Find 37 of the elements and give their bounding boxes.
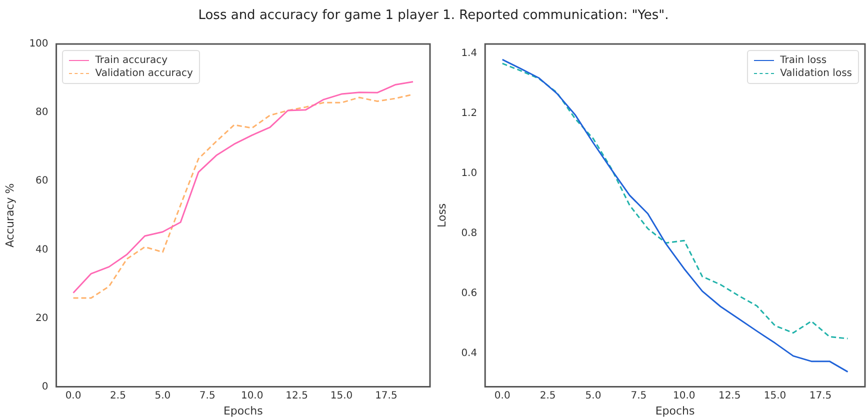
x-tick-label: 15.0 — [330, 390, 353, 402]
x-tick-label: 12.5 — [286, 390, 308, 402]
x-tick-label: 2.5 — [540, 390, 556, 402]
legend-label: Validation loss — [780, 67, 852, 80]
x-tick-label: 10.0 — [673, 390, 696, 402]
y-tick-label: 20 — [36, 312, 48, 324]
x-tick-label: 17.5 — [809, 390, 832, 402]
y-tick-label: 0.6 — [461, 288, 478, 299]
x-tick-label: 0.0 — [65, 390, 82, 402]
x-axis-title: Epochs — [223, 404, 264, 418]
y-tick-label: 60 — [36, 176, 48, 187]
y-tick-label: 1.2 — [461, 108, 478, 120]
x-tick-label: 5.0 — [585, 390, 602, 402]
x-tick-label: 7.5 — [199, 390, 216, 402]
y-tick-label: 0.8 — [461, 228, 478, 239]
legend-label: Train accuracy — [95, 54, 168, 67]
x-tick-label: 5.0 — [154, 390, 171, 402]
x-tick-label: 2.5 — [110, 390, 126, 402]
x-tick-label: 15.0 — [764, 390, 786, 402]
y-tick-label: 100 — [29, 38, 48, 50]
legend-label: Train loss — [780, 54, 827, 67]
x-tick-label: 17.5 — [375, 390, 398, 402]
x-tick-label: 7.5 — [630, 390, 647, 402]
x-tick-label: 0.0 — [494, 390, 510, 402]
y-tick-label: 1.0 — [461, 168, 478, 180]
x-tick-label: 10.0 — [240, 390, 264, 402]
y-axis-title: Accuracy % — [3, 183, 16, 248]
x-axis-title: Epochs — [655, 404, 696, 418]
y-tick-label: 40 — [36, 244, 48, 256]
y-tick-label: 80 — [36, 107, 48, 118]
y-tick-label: 0 — [42, 381, 48, 392]
y-axis-title: Loss — [435, 203, 448, 228]
x-tick-label: 12.5 — [718, 390, 741, 402]
legend-label: Validation accuracy — [95, 67, 193, 80]
chart-title: Loss and accuracy for game 1 player 1. Reported communication: "Yes". — [198, 8, 669, 22]
y-tick-label: 1.4 — [461, 48, 478, 60]
y-tick-label: 0.4 — [461, 348, 478, 359]
